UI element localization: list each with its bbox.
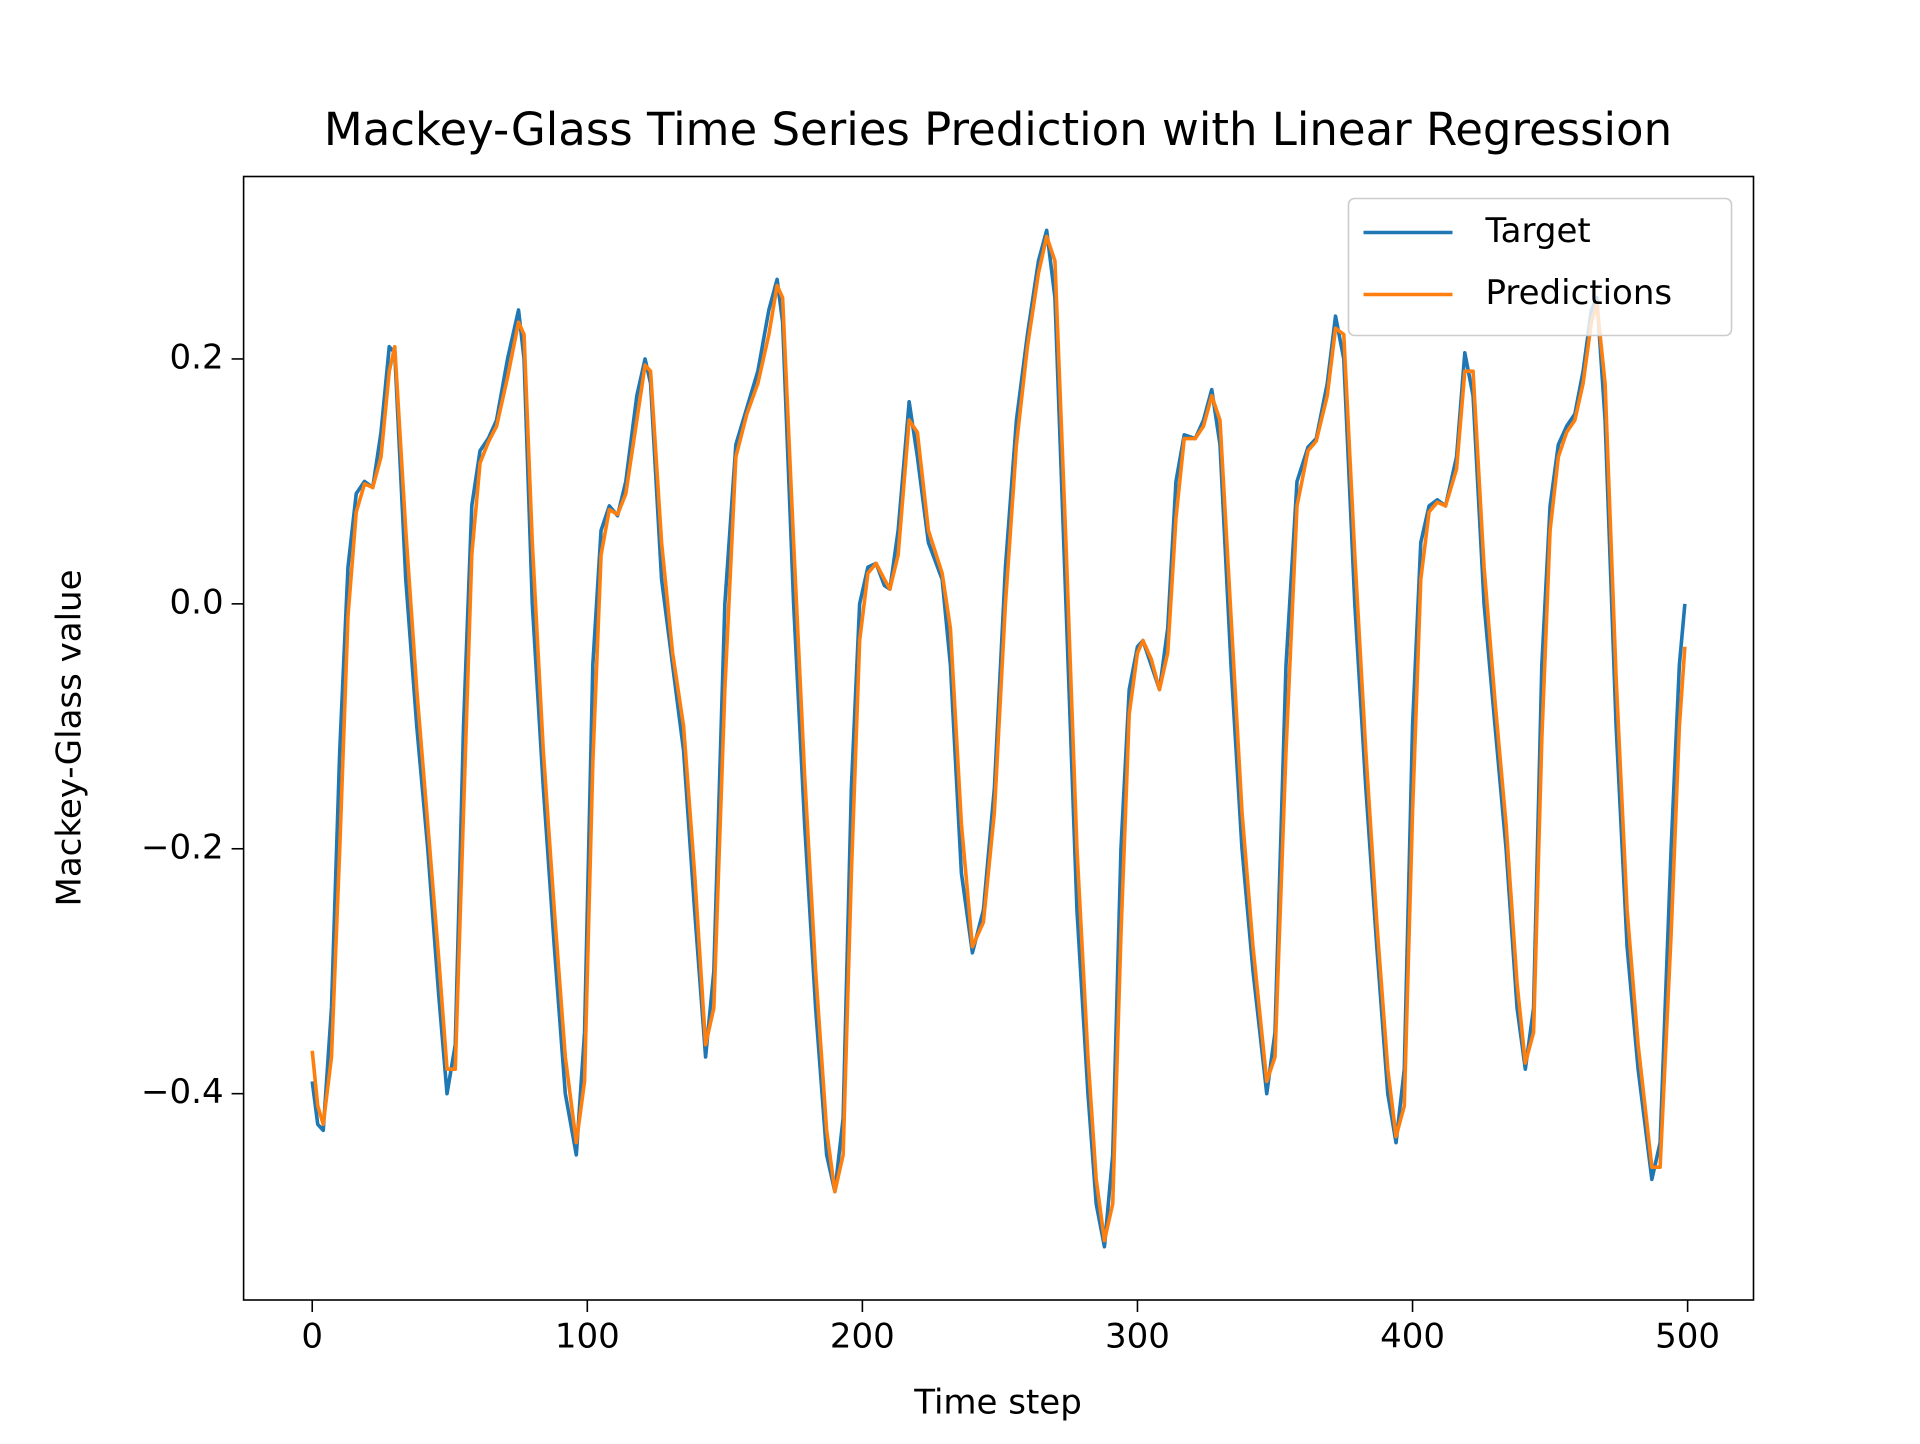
chart-title: Mackey-Glass Time Series Prediction with… xyxy=(324,103,1672,156)
x-tick-label: 300 xyxy=(1105,1317,1170,1357)
x-tick-label: 100 xyxy=(555,1317,620,1357)
x-tick-label: 400 xyxy=(1380,1317,1445,1357)
legend-label: Predictions xyxy=(1486,273,1673,313)
x-tick-label: 0 xyxy=(301,1317,323,1357)
series-line xyxy=(310,234,1687,1243)
x-tick-label: 500 xyxy=(1655,1317,1720,1357)
x-tick-label: 200 xyxy=(830,1317,895,1357)
plot-frame xyxy=(242,175,1755,1301)
legend-label: Target xyxy=(1485,211,1591,251)
y-tick-label: −0.2 xyxy=(141,827,224,867)
y-axis-label: Mackey-Glass value xyxy=(50,569,90,906)
y-tick-label: −0.4 xyxy=(141,1072,224,1112)
x-axis-label: Time step xyxy=(913,1383,1082,1423)
y-tick-label: 0.2 xyxy=(170,337,224,377)
y-tick-label: 0.0 xyxy=(170,582,224,622)
